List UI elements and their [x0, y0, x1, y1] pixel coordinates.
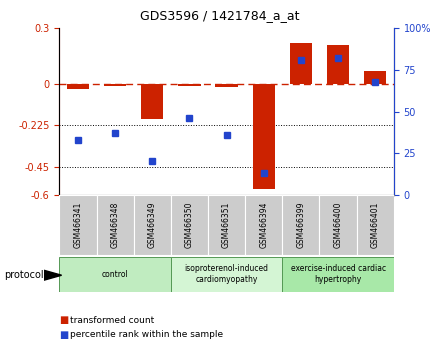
Bar [171, 195, 208, 255]
Bar [134, 195, 171, 255]
Bar [216, 84, 238, 87]
Bar [141, 84, 163, 119]
Bar [104, 84, 126, 86]
Text: GSM466399: GSM466399 [297, 201, 305, 248]
Bar [171, 257, 282, 292]
Text: GDS3596 / 1421784_a_at: GDS3596 / 1421784_a_at [140, 9, 300, 22]
Text: percentile rank within the sample: percentile rank within the sample [70, 330, 224, 339]
Polygon shape [44, 270, 62, 280]
Text: GSM466351: GSM466351 [222, 201, 231, 248]
Text: ■: ■ [59, 315, 69, 325]
Bar [319, 195, 357, 255]
Text: control: control [102, 270, 128, 279]
Bar [59, 257, 171, 292]
Text: protocol: protocol [4, 270, 44, 280]
Bar [253, 84, 275, 189]
Bar [282, 195, 319, 255]
Bar [282, 257, 394, 292]
Text: transformed count: transformed count [70, 316, 154, 325]
Bar [290, 43, 312, 84]
Bar [208, 195, 245, 255]
Bar [59, 195, 96, 255]
Text: GSM466400: GSM466400 [334, 201, 343, 248]
Bar [67, 84, 89, 89]
Text: GSM466349: GSM466349 [148, 201, 157, 248]
Bar [96, 195, 134, 255]
Text: GSM466401: GSM466401 [371, 201, 380, 248]
Text: ■: ■ [59, 330, 69, 339]
Text: GSM466394: GSM466394 [259, 201, 268, 248]
Text: exercise-induced cardiac
hypertrophy: exercise-induced cardiac hypertrophy [290, 264, 385, 284]
Text: GSM466341: GSM466341 [73, 201, 82, 248]
Bar [357, 195, 394, 255]
Text: GSM466350: GSM466350 [185, 201, 194, 248]
Bar [178, 84, 201, 86]
Text: isoproterenol-induced
cardiomyopathy: isoproterenol-induced cardiomyopathy [185, 264, 268, 284]
Bar [327, 45, 349, 84]
Text: GSM466348: GSM466348 [110, 201, 120, 248]
Bar [364, 71, 386, 84]
Bar [245, 195, 282, 255]
